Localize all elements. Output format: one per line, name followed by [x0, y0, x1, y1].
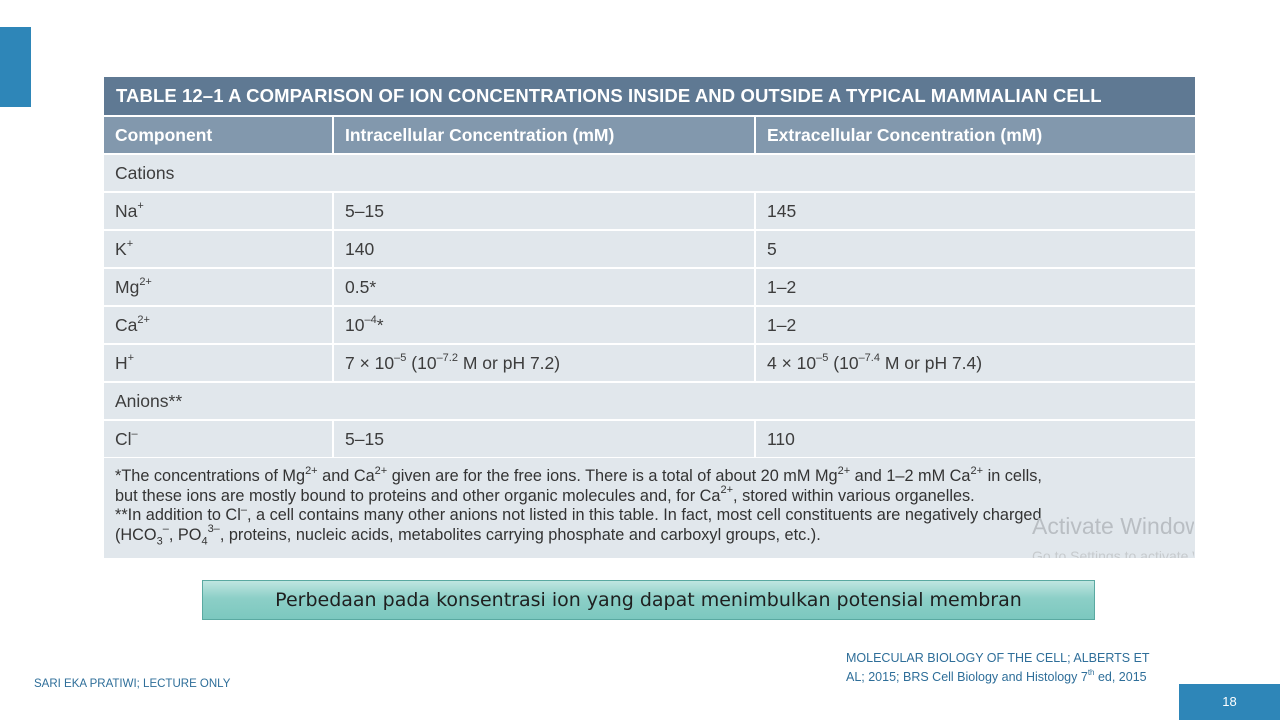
- extracellular-cell: 1–2: [756, 269, 1195, 305]
- extracellular-cell: 1–2: [756, 307, 1195, 343]
- group-row-cations: Cations: [104, 155, 1195, 191]
- table-row-na: Na+ 5–15 145: [104, 193, 1195, 229]
- column-header-extracellular: Extracellular Concentration (mM): [756, 117, 1195, 153]
- intracellular-cell: 0.5*: [334, 269, 754, 305]
- accent-bar: [0, 27, 31, 107]
- table-footnotes: *The concentrations of Mg2+ and Ca2+ giv…: [104, 458, 1195, 558]
- table-header-row: Component Intracellular Concentration (m…: [104, 117, 1195, 153]
- column-header-intracellular: Intracellular Concentration (mM): [334, 117, 754, 153]
- ion-concentration-table: TABLE 12–1 A COMPARISON OF ION CONCENTRA…: [104, 77, 1195, 558]
- table-row-h: H+ 7 × 10–5 (10–7.2 M or pH 7.2) 4 × 10–…: [104, 345, 1195, 381]
- reference-citation: MOLECULAR BIOLOGY OF THE CELL; ALBERTS E…: [846, 651, 1150, 684]
- component-cell: Na+: [104, 193, 332, 229]
- component-cell: K+: [104, 231, 332, 267]
- extracellular-cell: 5: [756, 231, 1195, 267]
- author-footer: SARI EKA PRATIWI; LECTURE ONLY: [34, 678, 231, 690]
- activation-watermark-subtext: Go to Settings to activate Windows.: [1032, 548, 1194, 558]
- extracellular-cell: 4 × 10–5 (10–7.4 M or pH 7.4): [756, 345, 1195, 381]
- footnote-line: *The concentrations of Mg2+ and Ca2+ giv…: [115, 464, 1042, 485]
- intracellular-cell: 5–15: [334, 193, 754, 229]
- intracellular-cell: 10–4*: [334, 307, 754, 343]
- footnote-line: but these ions are mostly bound to prote…: [115, 484, 975, 505]
- extracellular-cell: 145: [756, 193, 1195, 229]
- footnote-line: (HCO3–, PO43–, proteins, nucleic acids, …: [115, 523, 821, 547]
- page-number: 18: [1179, 684, 1280, 720]
- intracellular-cell: 7 × 10–5 (10–7.2 M or pH 7.2): [334, 345, 754, 381]
- intracellular-cell: 5–15: [334, 421, 754, 457]
- component-cell: Mg2+: [104, 269, 332, 305]
- table-row-mg: Mg2+ 0.5* 1–2: [104, 269, 1195, 305]
- activation-watermark: Activate Windows: [1032, 513, 1194, 539]
- intracellular-cell: 140: [334, 231, 754, 267]
- component-cell: Cl–: [104, 421, 332, 457]
- footnote-line: **In addition to Cl–, a cell contains ma…: [115, 503, 1042, 524]
- table-row-cl: Cl– 5–15 110: [104, 421, 1195, 457]
- table-title: TABLE 12–1 A COMPARISON OF ION CONCENTRA…: [104, 77, 1195, 115]
- table-row-k: K+ 140 5: [104, 231, 1195, 267]
- component-cell: H+: [104, 345, 332, 381]
- group-row-anions: Anions**: [104, 383, 1195, 419]
- group-label-anions: Anions**: [104, 383, 1195, 419]
- component-cell: Ca2+: [104, 307, 332, 343]
- extracellular-cell: 110: [756, 421, 1195, 457]
- caption-box: Perbedaan pada konsentrasi ion yang dapa…: [202, 580, 1095, 620]
- table-row-ca: Ca2+ 10–4* 1–2: [104, 307, 1195, 343]
- column-header-component: Component: [104, 117, 332, 153]
- group-label-cations: Cations: [104, 155, 1195, 191]
